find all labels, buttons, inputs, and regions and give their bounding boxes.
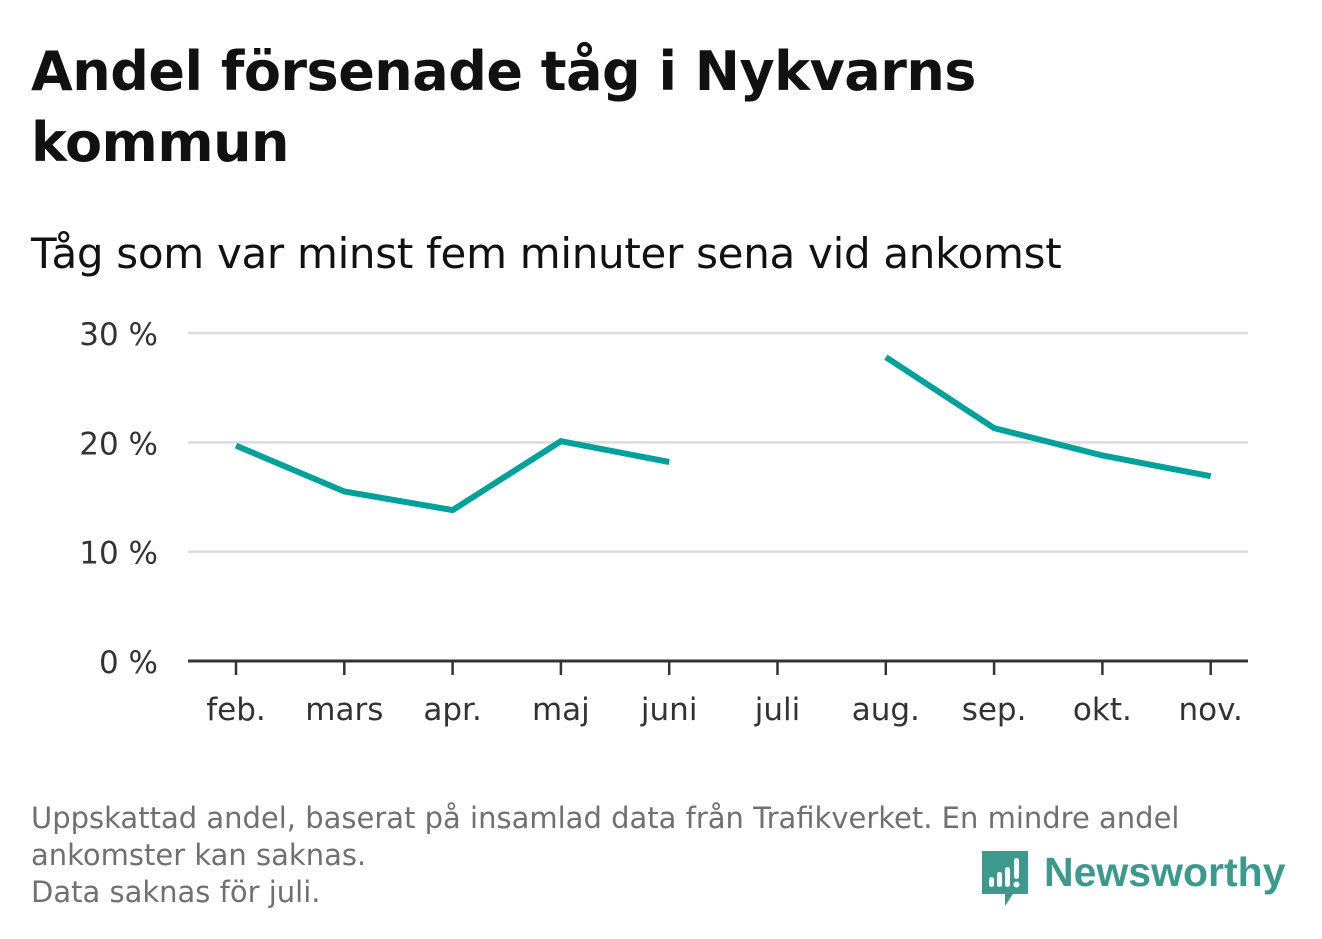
y-axis-tick-labels: 0 % 10 % 20 % 30 % [79,317,158,681]
chart-title: Andel försenade tåg i Nykvarns kommun [31,40,976,174]
x-tick-label: feb. [206,692,266,728]
footnote-line: Data saknas för juli. [31,875,321,909]
x-tick-label: sep. [962,692,1027,728]
x-tick-label: juni [640,692,698,728]
x-tick-label: mars [305,692,383,728]
footnote-line: ankomster kan saknas. [31,838,367,872]
footnote: Uppskattad andel, baserat på insamlad da… [31,800,1281,911]
x-tick-label: maj [532,692,590,728]
gridlines [188,331,1248,553]
x-tick-label: juli [754,692,801,728]
y-tick-label: 10 % [79,536,158,572]
x-tick-label: nov. [1178,692,1242,728]
footnote-line: Uppskattad andel, baserat på insamlad da… [31,801,1180,835]
series-lines [234,354,1212,514]
x-tick-label: okt. [1073,692,1132,728]
x-tick-label: apr. [423,692,481,728]
series-line-segment [234,438,670,514]
series-line-segment [884,354,1212,480]
chart-subtitle: Tåg som var minst fem minuter sena vid a… [31,229,1062,278]
newsworthy-logo: Newsworthy [980,846,1286,910]
newsworthy-logo-icon [982,851,1028,906]
y-tick-label: 30 % [79,317,158,353]
x-axis-tick-labels: feb. mars apr. maj juni juli aug. sep. okt. nov. [206,692,1243,728]
line-chart: 0 % 10 % 20 % 30 % feb. mars apr. maj juni juli a… [79,317,1248,728]
x-axis [188,659,1248,675]
brand-name: Newsworthy [1044,849,1286,895]
x-tick-label: aug. [852,692,920,728]
y-tick-label: 20 % [79,426,158,462]
y-tick-label: 0 % [99,645,158,681]
